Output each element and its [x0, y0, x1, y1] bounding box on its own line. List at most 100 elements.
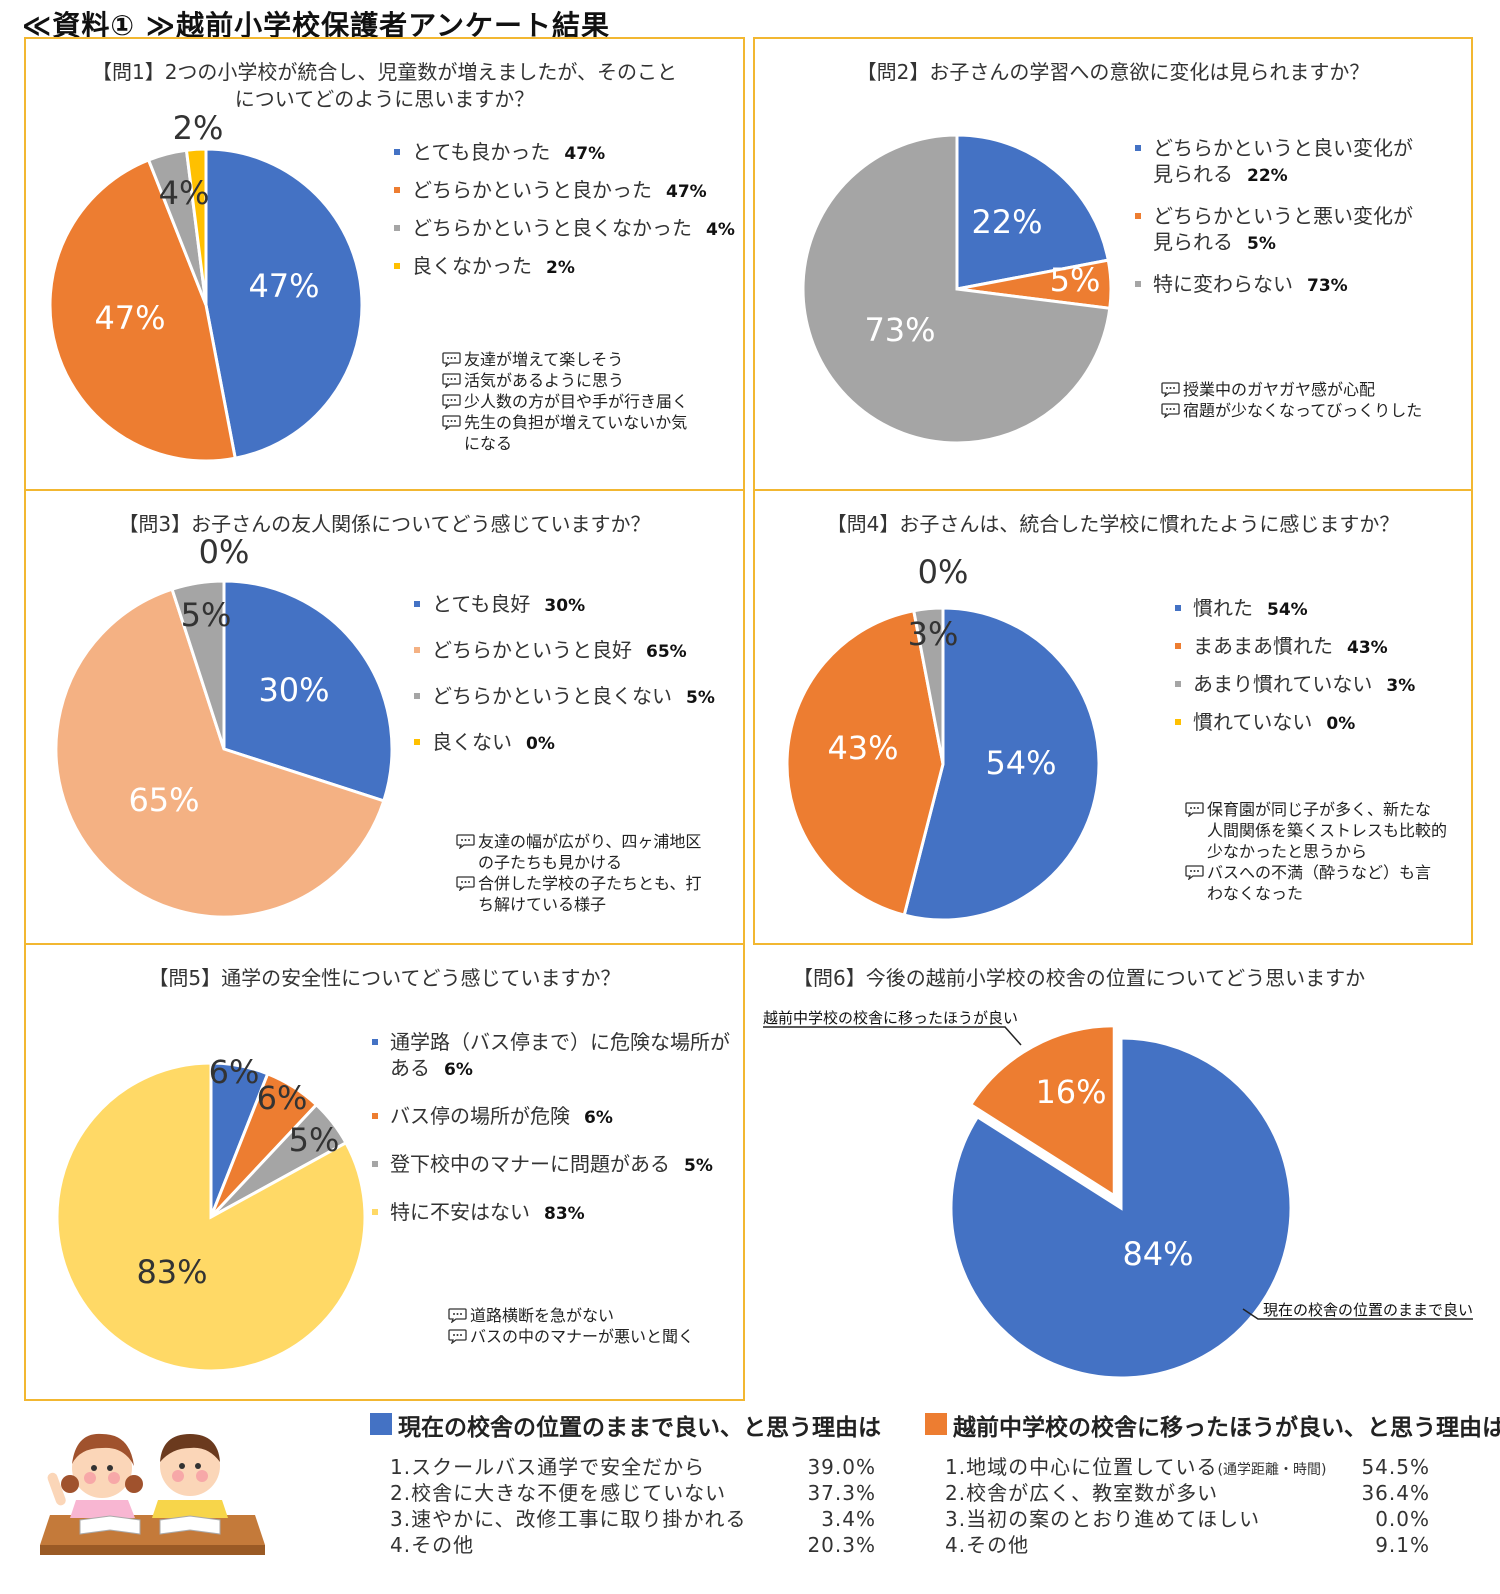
comment-text: バスの中のマナーが悪いと聞く	[470, 1327, 695, 1346]
legend-item: 良くない 0%	[412, 729, 715, 757]
reasons-move: 越前中学校の校舎に移ったほうが良い、と思う理由は 1.地域の中心に位置している(…	[925, 1408, 1500, 1558]
pie-data-label: 0%	[918, 553, 969, 591]
legend-percent: 47%	[564, 144, 606, 164]
pie-slice	[54, 587, 386, 919]
legend-percent: 47%	[666, 182, 707, 202]
children-studying-illustration	[40, 1433, 265, 1555]
legend-item: とても良好 30%	[412, 591, 715, 619]
speech-bubble-icon	[448, 1308, 467, 1323]
q4-title: 【問4】お子さんは、統合した学校に慣れたように感じますか？	[826, 512, 1400, 536]
comment-text: 授業中のガヤガヤ感が心配	[1183, 380, 1376, 399]
callout-label: 越前中学校の校舎に移ったほうが良い	[763, 1009, 1018, 1027]
q1-legend: とても良かった 47% どちらかというと良かった 47% どちらかというと良くなかった 4…	[392, 139, 735, 291]
speech-bubble-icon	[1185, 802, 1204, 817]
pie-data-label: 5%	[1050, 261, 1101, 299]
comment-text: 友達が増えて楽しそう	[464, 350, 624, 369]
legend-swatch	[1135, 281, 1141, 287]
speech-bubble-icon	[442, 394, 461, 409]
legend-percent: 6%	[444, 1060, 473, 1080]
q2-title: 【問2】お子さんの学習への意欲に変化は見られますか？	[856, 60, 1370, 84]
page-title: ≪資料① ≫越前小学校保護者アンケート結果	[22, 9, 610, 42]
comment-item: 宿題が少なくなってびっくりした	[1161, 400, 1461, 421]
pie-data-label: 3%	[908, 615, 959, 653]
legend-label: どちらかというと良好	[432, 638, 632, 662]
legend-swatch	[394, 187, 400, 193]
reason-row: 3.速やかに、改修工事に取り掛かれる 3.4%	[390, 1507, 876, 1531]
comment-text: 宿題が少なくなってびっくりした	[1183, 401, 1423, 420]
legend-label: 良くない	[432, 730, 512, 754]
legend-item: どちらかというと良好 65%	[412, 637, 715, 665]
pie-data-label: 30%	[258, 671, 329, 709]
comment-text: 先生の負担が増えていないか気 になる	[464, 413, 688, 453]
comment-item: 活気があるように思う	[442, 370, 732, 391]
comment-text: 友達の幅が広がり、四ヶ浦地区 の子たちも見かける	[478, 832, 702, 872]
pie-data-label: 54%	[985, 744, 1056, 782]
pie-slice	[912, 606, 945, 765]
legend-item: まあまあ慣れた 43%	[1173, 633, 1415, 661]
legend-percent: 2%	[546, 258, 575, 278]
speech-bubble-icon	[442, 373, 461, 388]
pie-data-label: 0%	[199, 533, 250, 571]
comment-text: バスへの不満（酔うなど）も言 わなくなった	[1207, 863, 1432, 903]
legend-label: 特に変わらない	[1153, 272, 1293, 296]
q4-comments: 保育園が同じ子が多く、新たな 人間関係を築くストレスも比較的 少なかったと思うか…	[1185, 799, 1465, 904]
legend-percent: 83%	[544, 1204, 585, 1224]
legend-swatch	[372, 1039, 378, 1045]
legend-swatch	[1175, 681, 1181, 687]
legend-swatch	[372, 1209, 378, 1215]
legend-label: 慣れていない	[1193, 710, 1313, 734]
legend-swatch	[414, 693, 420, 699]
pie-slice	[184, 147, 208, 306]
legend-swatch	[1175, 719, 1181, 725]
comment-item: 保育園が同じ子が多く、新たな 人間関係を築くストレスも比較的 少なかったと思うか…	[1185, 799, 1465, 862]
legend-swatch	[394, 263, 400, 269]
pie-data-label: 6%	[257, 1079, 308, 1117]
comment-item: 道路横断を急がない	[448, 1305, 738, 1326]
legend-percent: 22%	[1247, 166, 1288, 186]
pie-data-label: 4%	[159, 174, 210, 212]
legend-item: どちらかというと良くない 5%	[412, 683, 715, 711]
q3-title: 【問3】お子さんの友人関係についてどう感じていますか？	[118, 512, 651, 536]
comment-item: 友達の幅が広がり、四ヶ浦地区 の子たちも見かける	[456, 831, 736, 873]
legend-item: 特に変わらない 73%	[1133, 271, 1413, 299]
reasons-stay-swatch	[370, 1413, 392, 1435]
legend-item: どちらかというと良くなかった 4%	[392, 215, 735, 243]
reasons-move-list: 1.地域の中心に位置している(通学距離・時間) 54.5% 2.校舎が広く、教室数…	[925, 1454, 1430, 1558]
q6-title: 【問6】今後の越前小学校の校舎の位置についてどう思いますか	[793, 966, 1366, 990]
q2-comments: 授業中のガヤガヤ感が心配宿題が少なくなってびっくりした	[1161, 379, 1461, 421]
legend-percent: 4%	[706, 220, 735, 240]
q3-panel: 【問3】お子さんの友人関係についてどう感じていますか？ 30% 65% 5% 0% と…	[24, 489, 745, 945]
speech-bubble-icon	[1161, 382, 1180, 397]
reason-row: 3.当初の案のとおり進めてほしい 0.0%	[945, 1507, 1430, 1531]
comment-item: 合併した学校の子たちとも、打 ち解けている様子	[456, 873, 736, 915]
legend-item: 通学路（バス停まで）に危険な場所が ある 6%	[370, 1029, 730, 1083]
legend-label: どちらかというと良い変化が 見られる	[1153, 136, 1413, 186]
q1-pie-chart: 47% 47% 4% 2%	[48, 109, 364, 463]
pie-data-label: 47%	[248, 267, 319, 305]
comment-text: 少人数の方が目や手が行き届く	[464, 392, 689, 411]
legend-label: 慣れた	[1193, 596, 1253, 620]
legend-percent: 43%	[1347, 638, 1388, 658]
legend-swatch	[372, 1113, 378, 1119]
legend-percent: 6%	[584, 1108, 613, 1128]
q2-panel: 【問2】お子さんの学習への意欲に変化は見られますか？ 22% 5% 73% どちらか…	[753, 37, 1473, 491]
legend-item: バス停の場所が危険 6%	[370, 1103, 730, 1131]
legend-label: 登下校中のマナーに問題がある	[390, 1152, 670, 1176]
pie-data-label: 73%	[864, 311, 935, 349]
pie-data-label: 6%	[209, 1053, 260, 1091]
legend-label: どちらかというと悪い変化が 見られる	[1153, 204, 1413, 254]
legend-swatch	[414, 739, 420, 745]
legend-percent: 73%	[1307, 276, 1348, 296]
comment-item: 少人数の方が目や手が行き届く	[442, 391, 732, 412]
comment-item: バスへの不満（酔うなど）も言 わなくなった	[1185, 862, 1465, 904]
legend-label: まあまあ慣れた	[1193, 634, 1333, 658]
pie-data-label: 5%	[181, 596, 232, 634]
q2-legend: どちらかというと良い変化が 見られる 22% どちらかというと悪い変化が 見られる 5…	[1133, 135, 1413, 313]
pie-slice	[955, 133, 1111, 291]
q5-title: 【問5】通学の安全性についてどう感じていますか？	[148, 966, 621, 990]
legend-label: バス停の場所が危険	[390, 1104, 570, 1128]
pie-slice	[801, 133, 1112, 445]
legend-percent: 0%	[526, 734, 555, 754]
comment-item: 先生の負担が増えていないか気 になる	[442, 412, 732, 454]
pie-data-label: 83%	[136, 1253, 207, 1291]
